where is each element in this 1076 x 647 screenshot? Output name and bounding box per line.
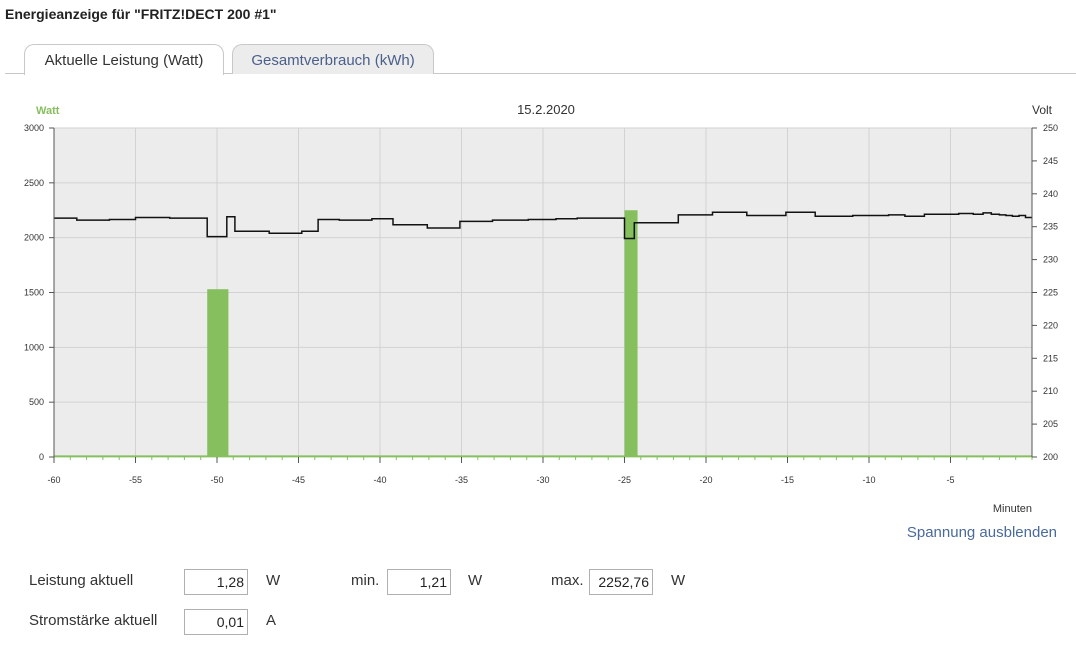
x-tick-label: -5	[946, 475, 954, 485]
x-tick-label: -40	[373, 475, 386, 485]
page-title: Energieanzeige für "FRITZ!DECT 200 #1"	[5, 6, 277, 22]
max-power-label: max.	[551, 572, 584, 589]
y-left-tick-label: 1500	[24, 288, 44, 298]
axes: -60 -55 -50 -45 -40 -35 -30 -25 -20 -15 -10 -505001…	[24, 123, 1058, 485]
min-power-field: 1,21	[387, 569, 451, 595]
x-tick-label: -10	[862, 475, 875, 485]
tab-aktuelle-leistung[interactable]: Aktuelle Leistung (Watt)	[24, 44, 224, 75]
x-tick-label: -55	[129, 475, 142, 485]
y-right-tick-label: 225	[1043, 288, 1058, 298]
y-right-tick-label: 210	[1043, 386, 1058, 396]
min-power-unit: W	[468, 572, 483, 589]
x-tick-label: -50	[210, 475, 223, 485]
chart-title: 15.2.2020	[517, 102, 575, 117]
current-power-label: Leistung aktuell	[29, 572, 134, 589]
y-left-tick-label: 2500	[24, 178, 44, 188]
voltage-line	[54, 211, 1032, 240]
y-right-tick-label: 230	[1043, 255, 1058, 265]
current-amperage-unit: A	[266, 612, 277, 629]
x-tick-label: -60	[47, 475, 60, 485]
x-tick-label: -20	[699, 475, 712, 485]
y-left-tick-label: 500	[29, 397, 44, 407]
x-tick-label: -15	[781, 475, 794, 485]
x-axis-label: Minuten	[993, 503, 1032, 515]
x-tick-label: -45	[292, 475, 305, 485]
power-bars	[54, 210, 1032, 458]
tab-bar-divider	[5, 73, 1076, 74]
y-right-tick-label: 220	[1043, 320, 1058, 330]
y-axis-left-label: Watt	[36, 105, 60, 117]
current-power-field: 1,28	[184, 569, 248, 595]
x-tick-label: -35	[455, 475, 468, 485]
hide-voltage-link[interactable]: Spannung ausblenden	[906, 524, 1057, 541]
y-right-tick-label: 200	[1043, 452, 1058, 462]
power-bar	[624, 210, 638, 457]
y-left-tick-label: 0	[39, 452, 44, 462]
y-right-tick-label: 250	[1043, 123, 1058, 133]
y-right-tick-label: 215	[1043, 353, 1058, 363]
max-power-field: 2252,76	[589, 569, 653, 595]
voltage-step-line	[54, 211, 1032, 240]
y-left-tick-label: 3000	[24, 123, 44, 133]
y-right-tick-label: 205	[1043, 419, 1058, 429]
y-right-tick-label: 240	[1043, 189, 1058, 199]
min-power-label: min.	[351, 572, 380, 589]
y-right-tick-label: 245	[1043, 156, 1058, 166]
x-tick-label: -30	[536, 475, 549, 485]
y-right-tick-label: 235	[1043, 222, 1058, 232]
y-left-tick-label: 1000	[24, 342, 44, 352]
current-power-unit: W	[266, 572, 281, 589]
power-bar	[207, 289, 229, 457]
current-amperage-label: Stromstärke aktuell	[29, 612, 158, 629]
tab-gesamtverbrauch[interactable]: Gesamtverbrauch (kWh)	[232, 44, 434, 74]
y-axis-right-label: Volt	[1032, 103, 1053, 117]
y-left-tick-label: 2000	[24, 233, 44, 243]
power-voltage-chart: -60 -55 -50 -45 -40 -35 -30 -25 -20 -15 -10 -505001…	[24, 102, 1058, 515]
current-amperage-field: 0,01	[184, 609, 248, 635]
x-tick-label: -25	[618, 475, 631, 485]
max-power-unit: W	[671, 572, 686, 589]
